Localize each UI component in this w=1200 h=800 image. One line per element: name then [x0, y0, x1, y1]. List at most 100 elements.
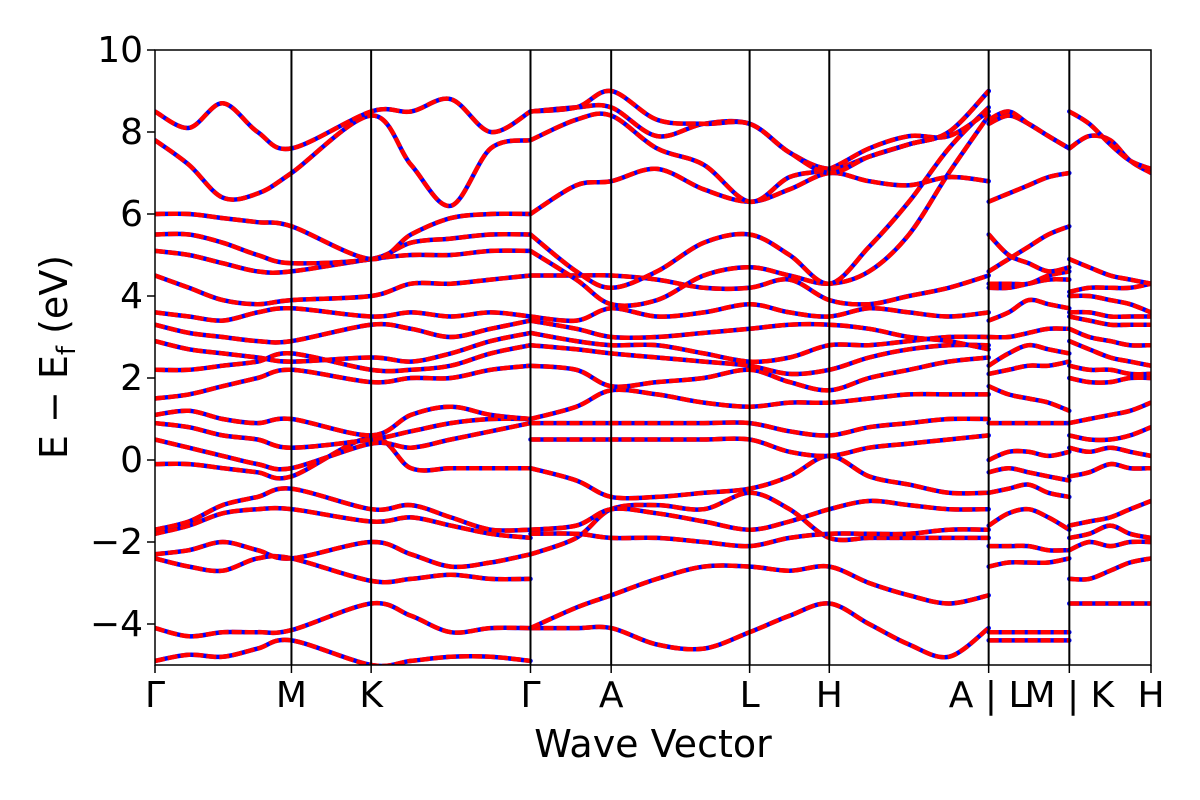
band-line-red-s3-b12 — [1068, 326, 1151, 348]
x-axis-ticks: Γ M K Γ A L H A | LM | K H — [145, 665, 1165, 716]
band-line-red-s1-b13 — [530, 301, 989, 324]
band-line-red-s2-b10 — [988, 359, 1070, 377]
band-line-red-s1-b16 — [529, 105, 991, 291]
band-line-red-s3-b4 — [1068, 498, 1151, 528]
band-line-red-s1-b12 — [530, 318, 990, 352]
band-line-red-s2-b4 — [987, 506, 1071, 532]
band-line-red-s0-b9 — [155, 404, 531, 438]
band-line-red-s1-b10 — [530, 342, 989, 377]
band-line-red-s0-b19 — [155, 113, 531, 209]
x-tick-label: A — [599, 675, 624, 716]
band-line-red-s1-b3 — [530, 527, 989, 549]
x-tick-label: Γ — [145, 675, 165, 716]
band-line-red-s0-b5 — [155, 486, 531, 533]
band-line-red-s2-b3 — [988, 543, 1070, 553]
band-line-red-s3-b7 — [1068, 425, 1151, 443]
band-line-red-s0-b16 — [155, 248, 531, 275]
y-tick-label: 10 — [97, 30, 143, 71]
band-line-red-s0-b15 — [155, 273, 531, 307]
plot-frame — [154, 49, 1152, 666]
band-line-red-s3-b3 — [1068, 523, 1151, 541]
y-tick-label: 6 — [120, 194, 143, 235]
band-line-red-s3-b9 — [1068, 375, 1151, 385]
band-line-red-s1-b1 — [529, 563, 990, 631]
band-line-red-s0-b4 — [155, 505, 531, 541]
band-line-red-s1-b5 — [529, 453, 989, 501]
band-line-red-s3-b15 — [1069, 293, 1151, 315]
band-line-red-s3-b6 — [1068, 445, 1151, 459]
band-line-red-s2-b6 — [988, 465, 1070, 483]
band-line-red-s3-b2 — [1068, 539, 1151, 553]
band-line-red-s0-b8 — [155, 416, 531, 450]
band-line-red-s1-b7 — [530, 416, 989, 438]
band-line-red-s1-b2 — [529, 490, 989, 557]
band-line-red-s2-b11 — [987, 342, 1070, 368]
x-tick-label: Γ — [520, 675, 540, 716]
band-line-red-s1-b8 — [529, 387, 989, 422]
band-line-red-s0-b3 — [155, 539, 531, 570]
y-axis-label-main: E − E — [32, 355, 76, 459]
y-tick-label: −2 — [90, 522, 143, 563]
band-line-red-s2-b17 — [987, 232, 1070, 274]
band-line-red-s1-b14 — [530, 272, 990, 307]
x-tick-label: H — [1137, 675, 1164, 716]
band-line-red-s3-b17 — [1068, 257, 1151, 286]
y-tick-label: 4 — [120, 276, 143, 317]
band-line-red-s1-b11 — [530, 330, 989, 364]
band-line-red-s0-b7 — [155, 420, 531, 472]
band-line-red-s1-b18 — [529, 109, 990, 204]
x-tick-label: A | L — [949, 675, 1029, 716]
band-line-red-s0-b13 — [155, 318, 531, 345]
y-axis-label: E − Ef (eV) — [32, 255, 82, 459]
x-tick-label: L — [740, 675, 760, 716]
band-line-red-s0-b20 — [155, 96, 532, 152]
band-line-red-s2-b13 — [987, 297, 1070, 323]
band-line-red-s2-b20 — [987, 109, 1071, 151]
band-line-red-s3-b19 — [1068, 109, 1151, 172]
band-line-red-s2-b16 — [987, 224, 1071, 274]
band-line-red-s3-b14 — [1069, 309, 1151, 320]
band-line-red-s1-b6 — [530, 433, 989, 459]
band-line-red-s2-b18 — [987, 170, 1070, 204]
band-line-red-s3-b11 — [1068, 339, 1151, 368]
y-tick-label: 0 — [120, 440, 143, 481]
band-line-red-s0-b2 — [155, 553, 531, 585]
band-line-red-s2-b15 — [988, 269, 1070, 287]
y-tick-label: −4 — [90, 604, 143, 645]
band-line-red-s1-b20 — [530, 88, 991, 176]
y-axis-label-sub: f — [52, 345, 82, 355]
band-line-red-s0-b18 — [155, 211, 531, 262]
band-line-red-s0-b1 — [155, 600, 531, 639]
x-tick-label: K — [359, 675, 384, 716]
y-tick-label: 8 — [120, 112, 143, 153]
y-tick-label: 2 — [120, 358, 143, 399]
band-line-red-s0-b0 — [155, 637, 531, 665]
bands-layer — [155, 88, 1151, 665]
band-line-red-s2-b7 — [987, 448, 1070, 463]
band-line-red-s3-b16 — [1068, 281, 1151, 295]
band-line-red-s2-b12 — [988, 326, 1070, 340]
band-line-red-s1-b0 — [530, 601, 991, 660]
band-line-red-s2-b2 — [988, 556, 1070, 569]
x-tick-label: H — [816, 675, 843, 716]
band-line-red-s2-b9 — [987, 384, 1071, 413]
band-line-red-s3-b8 — [1068, 400, 1151, 426]
high-symmetry-lines — [290, 50, 1071, 665]
band-line-red-s0-b10 — [155, 363, 531, 401]
band-line-red-s3-b10 — [1068, 363, 1151, 377]
y-axis-ticks: 10 8 6 4 2 0 −2 −4 — [90, 30, 155, 645]
x-axis-label: Wave Vector — [534, 722, 772, 766]
band-line-blue-s0-b17 — [155, 231, 533, 266]
band-line-red-s1-b15 — [529, 114, 991, 308]
band-line-red-s2-b5 — [988, 482, 1070, 500]
y-axis-label-unit: (eV) — [32, 255, 76, 346]
band-line-red-s0-b14 — [155, 305, 531, 323]
band-line-red-s0-b12 — [155, 330, 531, 364]
band-line-red-s1-b9 — [530, 355, 989, 393]
band-line-red-s3-b1 — [1069, 556, 1151, 582]
band-line-red-s3-b13 — [1068, 314, 1151, 328]
x-tick-label: M — [276, 675, 307, 716]
x-tick-label: M | K — [1024, 675, 1115, 716]
band-line-red-s1-b17 — [529, 166, 989, 216]
